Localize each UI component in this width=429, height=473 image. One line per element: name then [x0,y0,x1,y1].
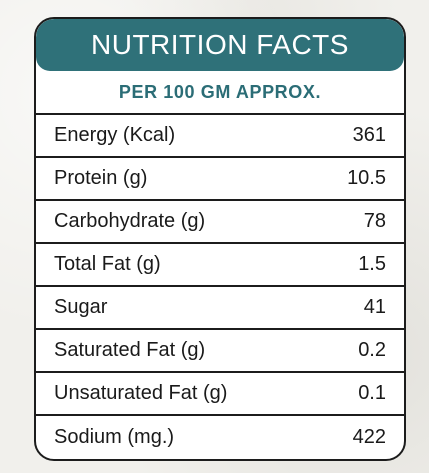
nutrition-title: NUTRITION FACTS [91,29,349,60]
serving-basis: PER 100 GM APPROX. [36,71,404,115]
table-row-sugar: Sugar 41 [36,287,404,330]
row-label: Carbohydrate (g) [54,210,206,232]
row-value: 422 [352,426,386,448]
nutrition-header: NUTRITION FACTS [36,19,404,71]
row-value: 361 [352,124,386,146]
nutrition-table: Energy (Kcal) 361 Protein (g) 10.5 Carbo… [36,115,404,459]
nutrition-facts-card: NUTRITION FACTS PER 100 GM APPROX. Energ… [34,17,406,461]
row-label: Unsaturated Fat (g) [54,382,228,404]
row-label: Total Fat (g) [54,253,161,275]
row-value: 0.2 [358,339,386,361]
row-label: Sugar [54,296,108,318]
table-row-protein: Protein (g) 10.5 [36,158,404,201]
row-value: 0.1 [358,382,386,404]
row-value: 41 [363,296,386,318]
row-label: Sodium (mg.) [54,426,175,448]
row-label: Saturated Fat (g) [54,339,206,361]
table-row-unsaturated-fat: Unsaturated Fat (g) 0.1 [36,373,404,416]
table-row-carbohydrate: Carbohydrate (g) 78 [36,201,404,244]
row-value: 1.5 [358,253,386,275]
row-value: 10.5 [347,167,386,189]
row-value: 78 [363,210,386,232]
row-label: Energy (Kcal) [54,124,176,146]
table-row-sodium: Sodium (mg.) 422 [36,416,404,459]
table-row-total-fat: Total Fat (g) 1.5 [36,244,404,287]
row-label: Protein (g) [54,167,148,189]
table-row-saturated-fat: Saturated Fat (g) 0.2 [36,330,404,373]
table-row-energy: Energy (Kcal) 361 [36,115,404,158]
